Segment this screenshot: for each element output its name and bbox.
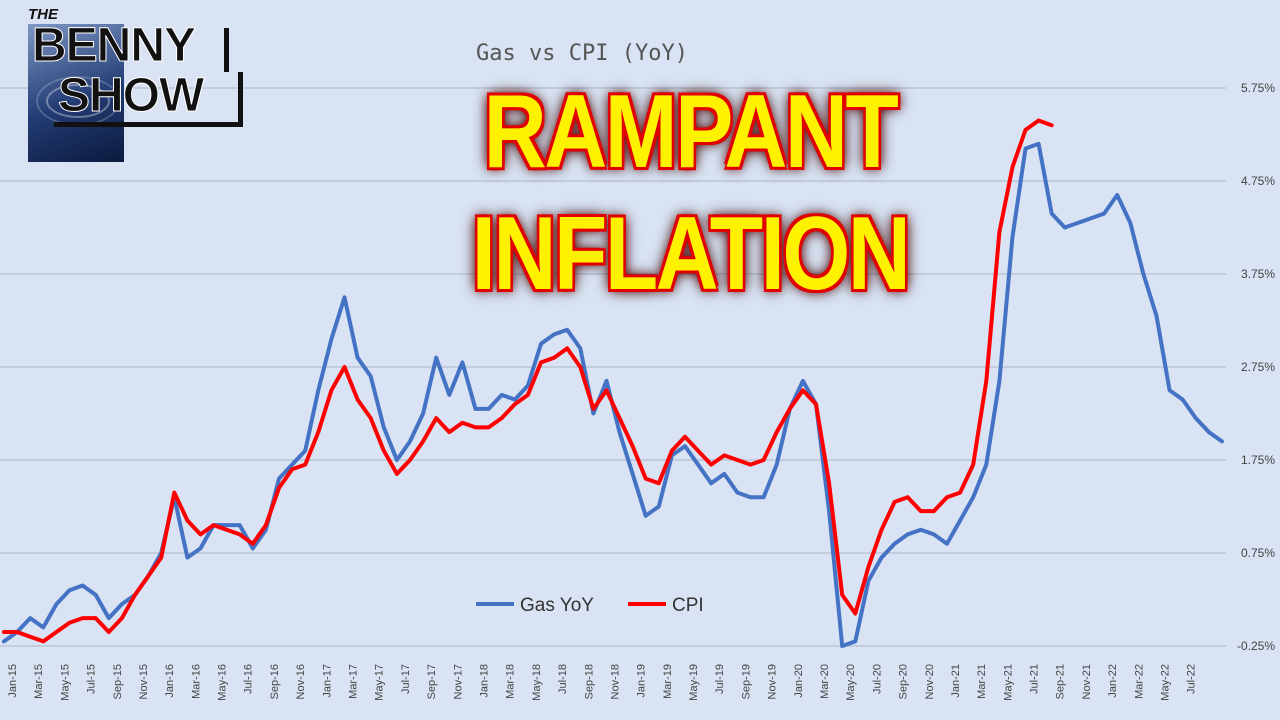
x-tick-label: Jan-16	[164, 664, 176, 698]
headline-line-1: RAMPANT	[483, 74, 899, 190]
x-tick-label: Jul-22	[1186, 664, 1198, 694]
x-tick-label: Sep-16	[269, 664, 281, 699]
x-tick-label: Sep-21	[1055, 664, 1067, 699]
y-axis-ticks: 5.75% 4.75% 3.75% 2.75% 1.75% 0.75% -0.25%	[1237, 81, 1275, 653]
x-tick-label: Jan-15	[7, 664, 19, 698]
x-tick-label: May-17	[374, 664, 386, 701]
series-line-cpi	[2, 118, 1054, 644]
x-tick-label: Jan-19	[636, 664, 648, 698]
y-tick-label: 1.75%	[1241, 453, 1275, 467]
logo-show: SHOW	[57, 69, 204, 122]
logo-frame-bar	[54, 122, 243, 127]
x-tick-label: Mar-22	[1133, 664, 1145, 699]
y-tick-label: 0.75%	[1241, 546, 1275, 560]
y-tick-label: 5.75%	[1241, 81, 1275, 95]
x-tick-label: Jan-17	[321, 664, 333, 698]
x-tick-label: Mar-17	[348, 664, 360, 699]
x-tick-label: Nov-15	[138, 664, 150, 699]
logo-benny: BENNY	[31, 19, 196, 72]
x-tick-label: Mar-20	[819, 664, 831, 699]
x-tick-label: May-19	[688, 664, 700, 701]
x-tick-label: May-18	[531, 664, 543, 701]
y-tick-label: -0.25%	[1237, 639, 1275, 653]
x-tick-label: May-16	[217, 664, 229, 701]
x-tick-label: Mar-21	[976, 664, 988, 699]
legend-label-gas-yoy: Gas YoY	[520, 595, 594, 616]
x-tick-label: Nov-20	[924, 664, 936, 699]
x-tick-label: Nov-21	[1081, 664, 1093, 699]
legend-label-cpi: CPI	[672, 595, 704, 616]
show-logo: THE BENNY SHOW	[28, 6, 243, 162]
x-tick-label: Mar-15	[33, 664, 45, 699]
x-tick-label: Nov-17	[452, 664, 464, 699]
chart-legend: Gas YoY CPI	[476, 595, 704, 616]
x-tick-label: Jul-15	[86, 664, 98, 694]
x-tick-label: Jan-22	[1107, 664, 1119, 698]
x-tick-label: Jul-19	[714, 664, 726, 694]
gridlines	[0, 87, 1226, 647]
x-tick-label: Sep-18	[583, 664, 595, 699]
y-tick-label: 3.75%	[1241, 267, 1275, 281]
x-tick-label: Jan-20	[793, 664, 805, 698]
ripple-shape	[46, 84, 110, 118]
y-tick-label: 2.75%	[1241, 360, 1275, 374]
x-tick-label: Jul-17	[400, 664, 412, 694]
x-tick-label: Nov-18	[609, 664, 621, 699]
x-tick-label: Nov-16	[295, 664, 307, 699]
x-tick-label: Sep-15	[112, 664, 124, 699]
x-tick-label: Mar-16	[190, 664, 202, 699]
x-tick-label: Jan-21	[950, 664, 962, 698]
x-tick-label: May-22	[1160, 664, 1172, 701]
x-tick-label: May-20	[845, 664, 857, 701]
x-tick-label: May-21	[1002, 664, 1014, 701]
headline-line-2: INFLATION	[471, 196, 911, 312]
y-tick-label: 4.75%	[1241, 174, 1275, 188]
logo-frame-bar	[224, 28, 229, 72]
x-tick-label: Jan-18	[478, 664, 490, 698]
x-tick-label: Jul-16	[243, 664, 255, 694]
x-tick-label: Nov-19	[767, 664, 779, 699]
x-tick-label: Jul-20	[871, 664, 883, 694]
x-tick-label: Sep-17	[426, 664, 438, 699]
x-axis-ticks: Jan-15 Mar-15 May-15 Jul-15 Sep-15 Nov-15 Jan-…	[7, 664, 1198, 701]
x-tick-label: Mar-19	[662, 664, 674, 699]
x-tick-label: Jul-21	[1029, 664, 1041, 694]
x-tick-label: Sep-19	[740, 664, 752, 699]
x-tick-label: May-15	[59, 664, 71, 701]
x-tick-label: Jul-18	[557, 664, 569, 694]
x-tick-label: Sep-20	[898, 664, 910, 699]
logo-frame-bar	[238, 72, 243, 122]
chart-title: Gas vs CPI (YoY)	[476, 41, 688, 66]
x-tick-label: Mar-18	[505, 664, 517, 699]
logo-the: THE	[28, 6, 58, 23]
